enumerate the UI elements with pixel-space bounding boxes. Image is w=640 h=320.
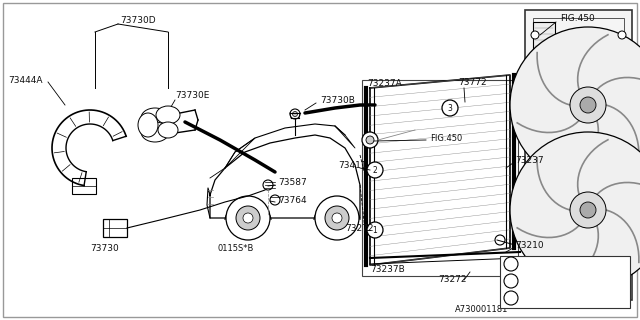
Text: 3: 3 (447, 103, 452, 113)
Circle shape (504, 274, 518, 288)
Circle shape (495, 235, 505, 245)
Text: 73730E: 73730E (175, 91, 209, 100)
Circle shape (367, 162, 383, 178)
Circle shape (570, 87, 606, 123)
Text: 1: 1 (509, 260, 513, 268)
Circle shape (510, 132, 640, 288)
Circle shape (531, 271, 539, 279)
Text: 73210: 73210 (515, 241, 543, 250)
Circle shape (580, 97, 596, 113)
Circle shape (270, 195, 280, 205)
Circle shape (442, 100, 458, 116)
Bar (533, 22, 555, 288)
Circle shape (362, 132, 378, 148)
Circle shape (510, 27, 640, 183)
Text: (-06MY0509): (-06MY0509) (575, 293, 624, 302)
Circle shape (504, 291, 518, 305)
Text: 73272: 73272 (345, 223, 374, 233)
Circle shape (263, 180, 273, 190)
Text: 73730D: 73730D (120, 15, 156, 25)
Bar (500, 256, 630, 308)
Text: A730001181: A730001181 (455, 306, 508, 315)
Text: 73237B: 73237B (370, 266, 404, 275)
Ellipse shape (141, 108, 169, 128)
Circle shape (243, 213, 253, 223)
Bar (525, 10, 632, 300)
Text: 2: 2 (372, 165, 378, 174)
Ellipse shape (158, 122, 178, 138)
Text: 73237A: 73237A (367, 78, 402, 87)
Circle shape (367, 222, 383, 238)
Circle shape (290, 109, 300, 119)
Ellipse shape (138, 113, 158, 137)
Ellipse shape (141, 122, 169, 142)
Bar (533, 18, 624, 292)
Text: FIG.450: FIG.450 (430, 133, 462, 142)
Circle shape (570, 192, 606, 228)
Text: FIG.450: FIG.450 (560, 13, 595, 22)
Text: 73764: 73764 (278, 196, 307, 204)
Text: 1: 1 (372, 226, 378, 235)
Ellipse shape (156, 106, 180, 124)
Text: 73772: 73772 (458, 77, 486, 86)
Text: 73411: 73411 (338, 161, 367, 170)
Bar (103, 219, 127, 237)
Text: 73237: 73237 (515, 156, 543, 164)
Bar (72, 178, 96, 194)
Circle shape (531, 31, 539, 39)
Circle shape (504, 257, 518, 271)
Text: 73272: 73272 (438, 276, 467, 284)
Text: 73176*C: 73176*C (526, 276, 563, 285)
Circle shape (580, 202, 596, 218)
Circle shape (325, 206, 349, 230)
Text: 0103S: 0103S (526, 260, 552, 268)
Circle shape (315, 196, 359, 240)
Circle shape (332, 213, 342, 223)
Text: 73211: 73211 (526, 293, 552, 302)
Circle shape (618, 271, 626, 279)
Text: 2: 2 (509, 276, 513, 285)
Text: 73730: 73730 (90, 244, 119, 252)
Text: 73444A: 73444A (8, 76, 42, 84)
Circle shape (226, 196, 270, 240)
Text: 3: 3 (509, 293, 513, 302)
Circle shape (366, 136, 374, 144)
Text: 73730B: 73730B (320, 95, 355, 105)
Text: 73587: 73587 (278, 178, 307, 187)
Text: 0115S*B: 0115S*B (218, 244, 254, 252)
Circle shape (618, 31, 626, 39)
Circle shape (236, 206, 260, 230)
Circle shape (292, 111, 298, 116)
